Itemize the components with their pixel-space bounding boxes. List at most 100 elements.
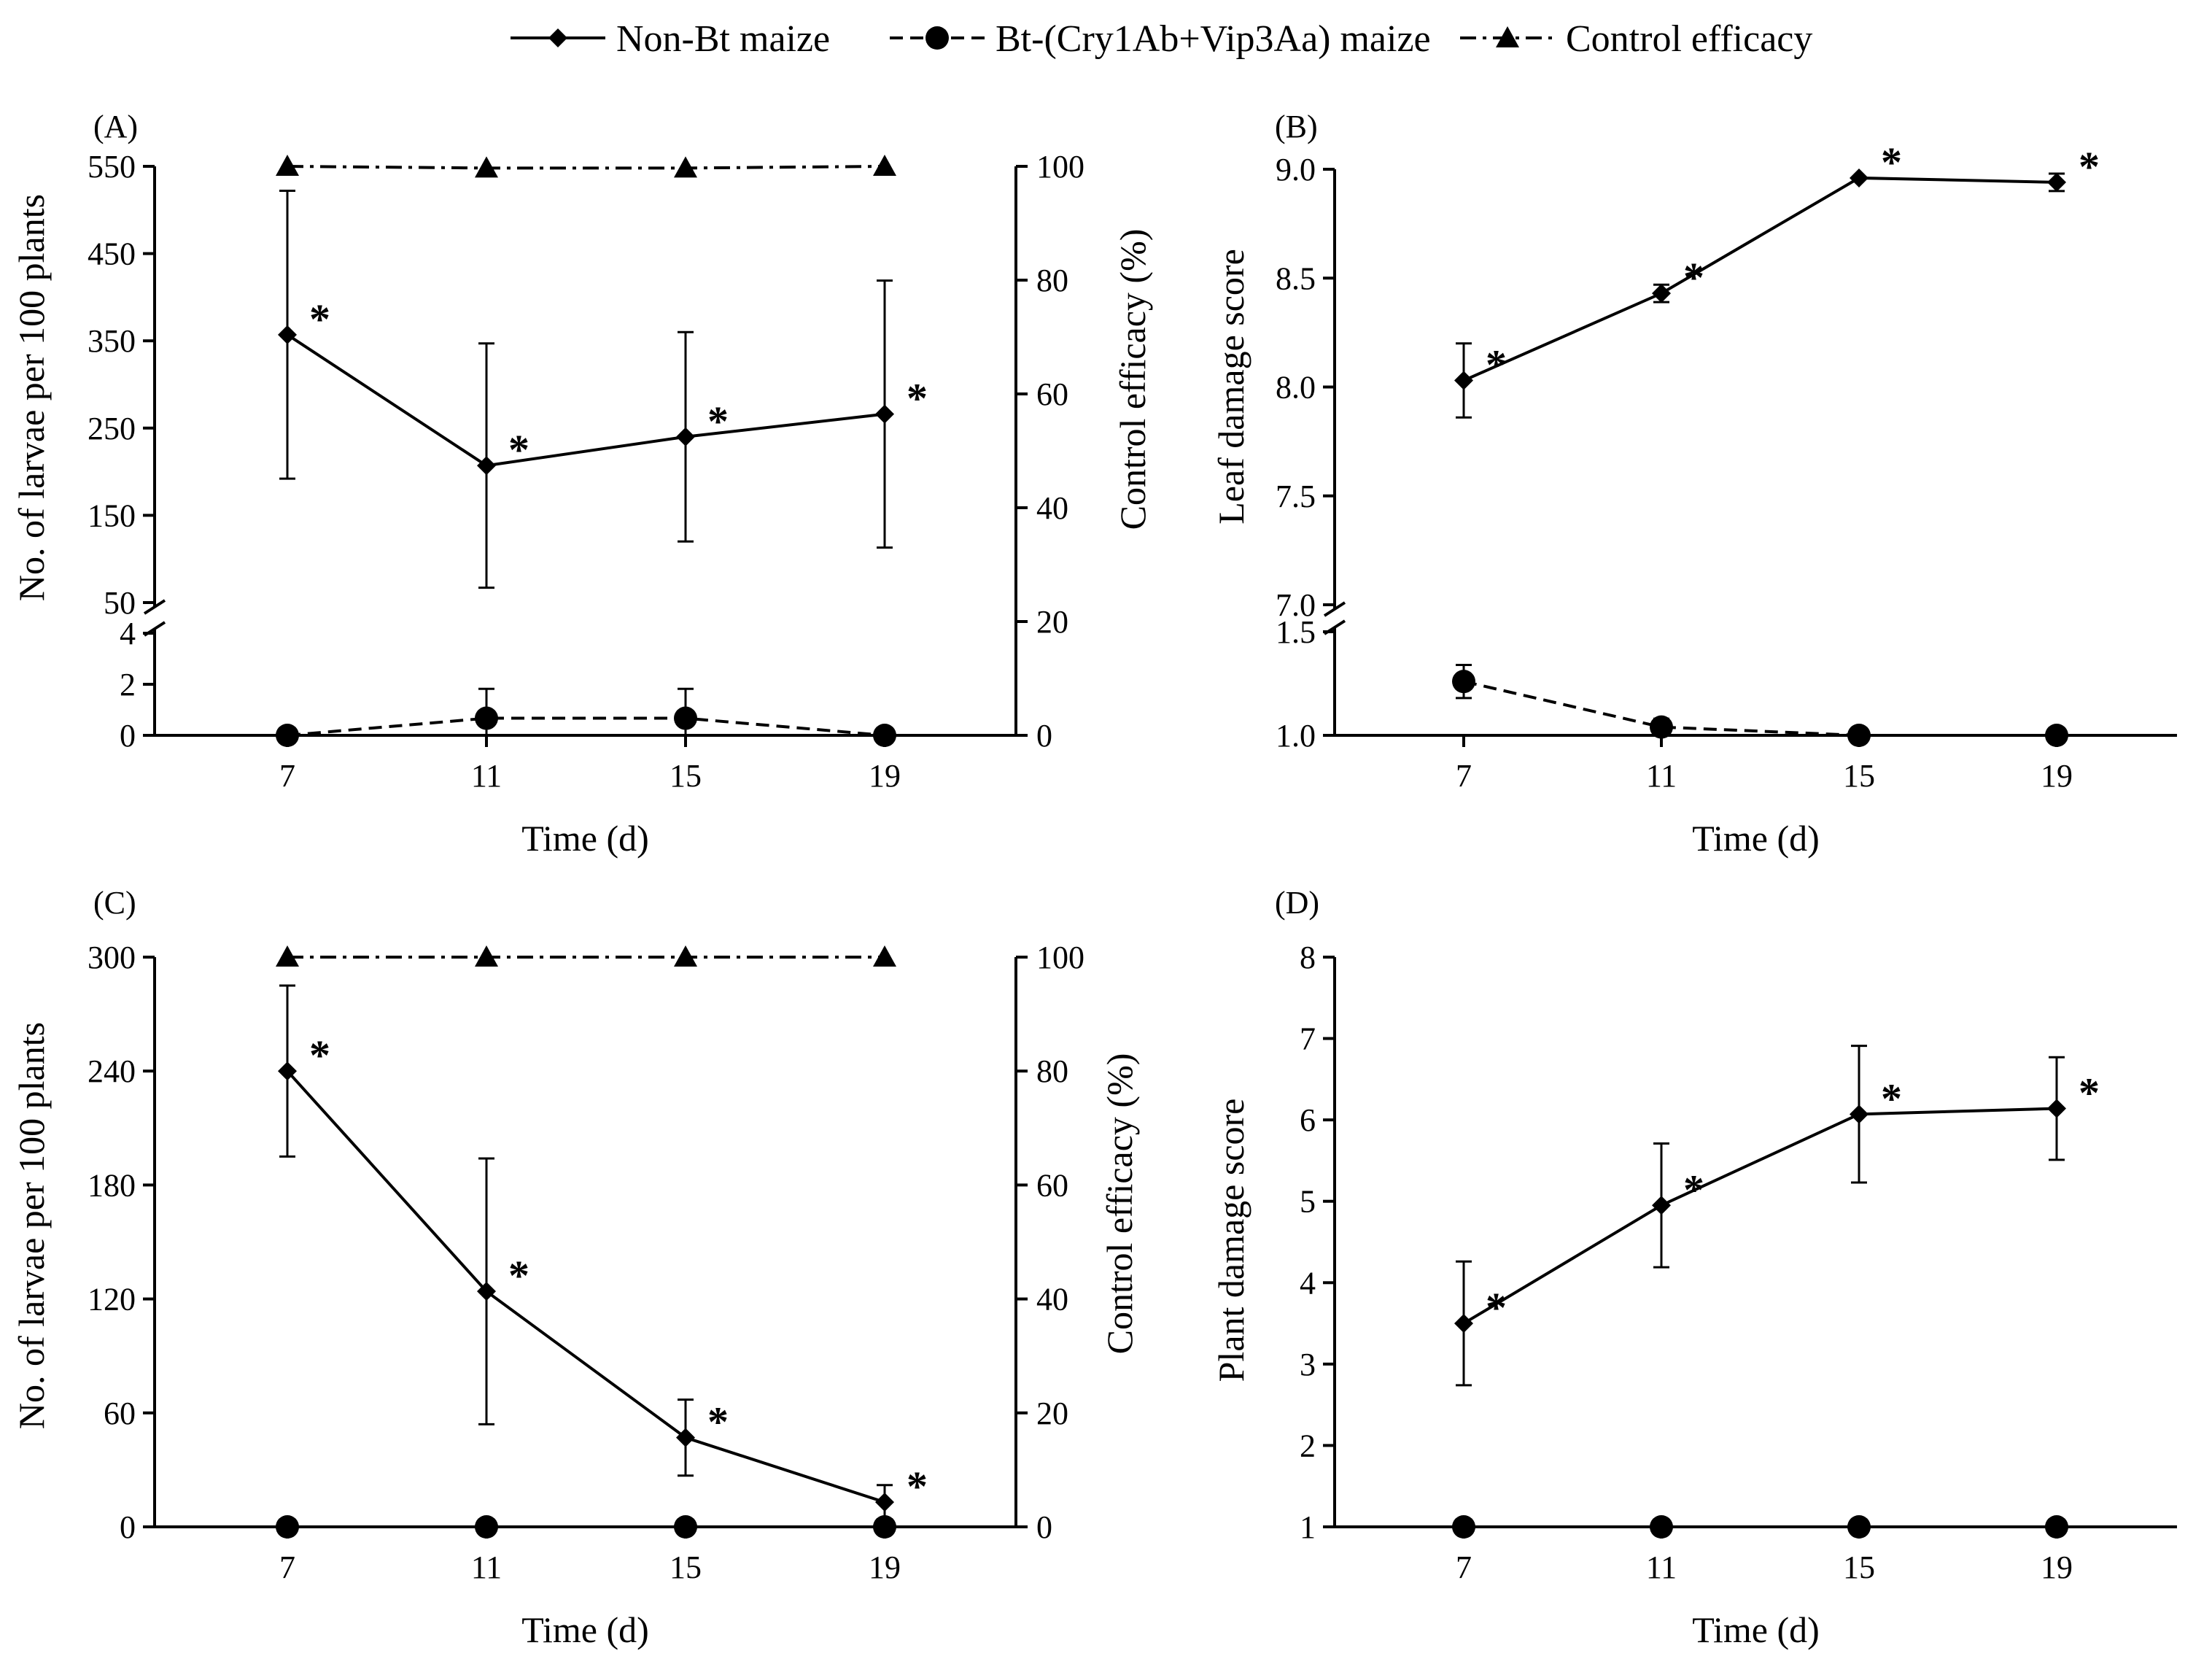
data-point-triangle [276,945,299,967]
y-tick-label: 250 [88,411,136,446]
x-tick-label: 7 [279,758,295,794]
series-line-diamond [1463,176,2057,382]
x-axis-title: Time (d) [521,1609,649,1650]
x-tick-label: 15 [1843,758,1875,794]
panel-c-larvae-chart: (C) 7 11 15 19 Time (d) 0 60 120 180 240 300 No. of … [11,885,1140,1650]
data-point-diamond [278,1061,297,1081]
legend-label: Bt-(Cry1Ab+Vip3Aa) maize [996,18,1431,60]
axis-break-mark [1323,601,1346,617]
significance-star: * [2079,1069,2100,1117]
x-tick-label: 7 [1456,758,1472,794]
y2-axis-title: Control efficacy (%) [1112,229,1153,530]
series-line-diamond [286,333,885,468]
y2-axis-title: Control efficacy (%) [1099,1053,1140,1355]
y2-tick-label: 60 [1036,376,1068,412]
x-tick-label: 7 [279,1549,295,1585]
x-tick-label: 15 [670,758,702,794]
data-point-diamond [1652,284,1671,303]
data-point-diamond [1454,1314,1473,1334]
y-tick-label: 5 [1300,1184,1316,1220]
data-point-circle [873,724,896,747]
y-tick-label: 9.0 [1276,152,1316,187]
y2-tick-label: 80 [1036,263,1068,298]
data-point-circle [1847,724,1871,747]
data-point-triangle [873,155,896,176]
panel-d-plant-damage-chart: (D) 7 11 15 19 Time (d) 1 2 3 4 5 6 7 8 Plant damage s… [1211,885,2177,1650]
legend-triangle-marker [1496,26,1519,47]
y-tick-label: 1.0 [1276,718,1316,754]
y-tick-label: 2 [120,667,136,703]
data-point-triangle [475,156,498,178]
data-point-circle [276,724,299,747]
y2-tick-label: 80 [1036,1053,1068,1089]
x-tick-label: 11 [1646,758,1677,794]
data-point-circle [674,706,697,730]
data-point-circle [475,706,498,730]
y2-tick-label: 40 [1036,490,1068,526]
data-point-diamond [278,325,297,344]
y-tick-label: 8.5 [1276,260,1316,296]
y2-tick-label: 40 [1036,1282,1068,1317]
y2-tick-label: 100 [1036,149,1084,185]
axis-break-mark [143,599,166,615]
y-tick-label: 350 [88,323,136,359]
y-tick-label: 300 [88,940,136,975]
data-point-diamond [477,456,496,476]
legend-diamond-marker [548,28,567,47]
y-tick-label: 8.0 [1276,370,1316,406]
data-point-diamond [875,404,894,424]
data-point-diamond [477,1282,496,1301]
y-tick-label: 150 [88,498,136,533]
x-axis-title: Time (d) [1692,818,1820,859]
x-tick-label: 19 [2041,1549,2073,1585]
x-tick-label: 7 [1456,1549,1472,1585]
y-tick-label: 8 [1300,940,1316,975]
significance-star: * [508,1252,529,1299]
significance-star: * [1486,1284,1507,1331]
panel-label: (A) [93,109,138,144]
significance-star: * [707,1398,729,1446]
series-line-circle [1463,680,2057,737]
panel-b-leaf-damage-chart: (B) 7 11 15 19 Time (d) 7.0 7.5 8.0 8.5 9.0 1.0 1.5 L… [1211,109,2177,859]
panel-a-larvae-chart: (A) 7 11 15 19 Time (d) 50 150 250 350 450 550 0 2 4 No… [11,109,1153,859]
data-point-circle [276,1515,299,1539]
data-point-triangle [873,945,896,967]
y2-tick-label: 20 [1036,604,1068,640]
data-point-diamond [1454,371,1473,390]
x-tick-label: 19 [2041,758,2073,794]
x-axis-title: Time (d) [521,818,649,859]
y-tick-label: 2 [1300,1428,1316,1463]
x-tick-label: 11 [471,758,502,794]
y-tick-label: 0 [120,1509,136,1545]
significance-star: * [1881,139,1902,186]
data-point-circle [1847,1515,1871,1539]
data-point-circle [1452,670,1475,694]
x-tick-label: 19 [869,758,901,794]
y-tick-label: 4 [1300,1265,1316,1301]
data-point-diamond [676,427,695,446]
y-tick-label: 120 [88,1282,136,1317]
x-tick-label: 19 [869,1549,901,1585]
y-tick-label: 7.5 [1276,479,1316,514]
data-point-diamond [1850,168,1868,187]
series-line-circle [287,716,885,737]
y-tick-label: 7.0 [1276,587,1316,623]
y-tick-label: 240 [88,1053,136,1089]
x-axis-title: Time (d) [1692,1609,1820,1650]
data-point-circle [873,1515,896,1539]
y2-tick-label: 0 [1036,1509,1052,1545]
legend: Non-Bt maize Bt-(Cry1Ab+Vip3Aa) maize Cont… [511,18,1812,60]
significance-star: * [1683,1166,1704,1213]
y-axis-title: No. of larvae per 100 plants [11,194,52,601]
y-axis-title: No. of larvae per 100 plants [11,1022,52,1429]
series-line-diamond [286,1069,885,1504]
significance-star: * [2079,143,2100,190]
x-tick-label: 15 [670,1549,702,1585]
legend-circle-marker [925,26,949,50]
y-tick-label: 3 [1300,1347,1316,1382]
data-point-circle [475,1515,498,1539]
data-point-diamond [1850,1104,1868,1124]
y-tick-label: 550 [88,149,136,185]
significance-star: * [907,375,928,422]
y2-tick-label: 100 [1036,940,1084,975]
